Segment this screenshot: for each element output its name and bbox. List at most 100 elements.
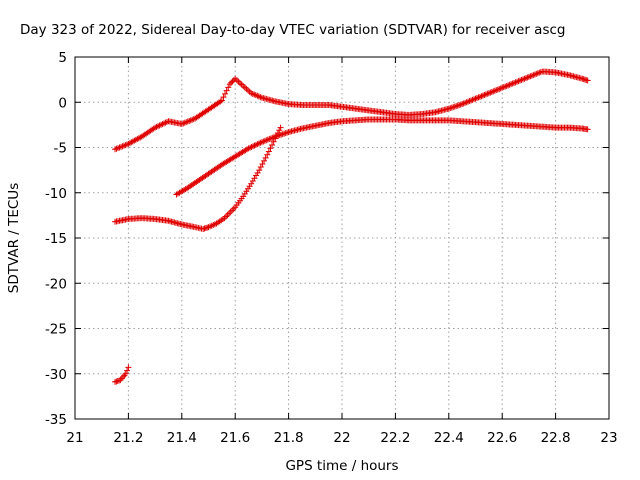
data-point <box>466 98 473 105</box>
data-point <box>278 131 285 138</box>
data-point <box>224 211 231 218</box>
data-point <box>518 76 525 83</box>
x-tick-label: 21.8 <box>274 430 304 446</box>
x-tick-label: 22 <box>333 430 350 446</box>
data-point <box>264 136 271 143</box>
data-point <box>453 103 460 110</box>
grid-lines <box>75 57 609 419</box>
y-tick-label: -5 <box>54 141 67 157</box>
data-point <box>218 97 225 104</box>
plot-frame <box>74 56 610 420</box>
data-point <box>248 143 255 150</box>
data-point <box>528 72 535 79</box>
series-track-d <box>112 364 132 385</box>
data-point <box>274 130 281 137</box>
data-point <box>117 377 124 384</box>
data-point <box>502 83 509 90</box>
data-point <box>445 105 452 112</box>
data-point <box>534 70 541 77</box>
data-point <box>497 85 504 92</box>
data-point <box>584 77 591 84</box>
data-point <box>112 146 119 153</box>
x-tick-label: 23 <box>600 430 617 446</box>
data-point <box>186 117 193 124</box>
data-point <box>536 69 543 76</box>
y-tick-label: -10 <box>45 186 67 202</box>
data-point <box>584 126 591 133</box>
data-point <box>226 81 233 88</box>
data-point <box>180 120 187 127</box>
data-point <box>125 364 132 371</box>
data-point <box>277 124 284 131</box>
data-point <box>153 123 160 130</box>
data-point <box>245 145 252 152</box>
data-point <box>156 122 163 129</box>
data-point <box>263 137 270 144</box>
data-point <box>115 145 122 152</box>
data-point <box>254 141 261 148</box>
data-point <box>272 135 279 142</box>
data-point <box>531 71 538 78</box>
data-point <box>482 91 489 98</box>
data-point <box>503 82 510 89</box>
data-point <box>508 81 515 88</box>
data-point <box>476 93 483 100</box>
data-point <box>161 120 167 127</box>
data-point <box>187 117 194 124</box>
data-point <box>220 94 227 101</box>
x-tick-label: 21.2 <box>113 430 143 446</box>
data-point <box>472 95 479 102</box>
data-point <box>269 141 276 148</box>
data-point <box>124 367 131 374</box>
y-tick-label: -35 <box>45 412 67 428</box>
data-point <box>251 142 258 149</box>
data-point <box>229 207 236 214</box>
data-point <box>487 89 494 96</box>
data-point <box>279 131 286 138</box>
y-tick-label: -30 <box>45 367 67 383</box>
data-point <box>512 79 519 86</box>
data-point <box>266 136 273 143</box>
series-track-c <box>112 124 284 232</box>
data-point <box>491 87 498 94</box>
data-point <box>450 104 457 111</box>
data-point <box>457 101 464 108</box>
data-point <box>460 100 467 107</box>
series-track-b <box>173 116 591 198</box>
data-point <box>261 137 268 144</box>
data-point <box>228 79 235 86</box>
data-point <box>465 98 472 105</box>
data-point <box>519 76 526 83</box>
data-point <box>256 167 263 174</box>
data-point <box>123 141 130 148</box>
x-tick-label: 22.4 <box>434 430 464 446</box>
data-point <box>264 151 271 158</box>
data-point <box>282 130 289 137</box>
data-point <box>475 94 482 101</box>
data-point <box>500 84 507 91</box>
x-tick-label: 21.4 <box>167 430 197 446</box>
data-point <box>273 132 280 139</box>
data-point <box>155 123 162 130</box>
data-point <box>468 97 475 104</box>
data-point <box>506 81 513 88</box>
x-tick-label: 21.6 <box>220 430 250 446</box>
data-point <box>229 78 236 85</box>
y-tick-labels: 5 0 -5 -10 -15 -20 -25 -30 -35 <box>45 50 67 428</box>
data-point <box>217 98 224 105</box>
data-point <box>515 78 522 85</box>
y-tick-label: -20 <box>45 276 67 292</box>
y-tick-label: -15 <box>45 231 67 247</box>
data-point <box>262 154 269 161</box>
data-point <box>265 148 272 155</box>
data-point <box>509 80 516 87</box>
data-point <box>511 79 518 86</box>
data-point <box>121 372 128 379</box>
data-point <box>189 116 196 123</box>
data-point <box>178 120 185 127</box>
data-point <box>514 78 521 85</box>
data-point <box>159 121 166 128</box>
data-point <box>247 144 254 151</box>
data-point <box>463 99 470 106</box>
data-point <box>227 208 234 215</box>
